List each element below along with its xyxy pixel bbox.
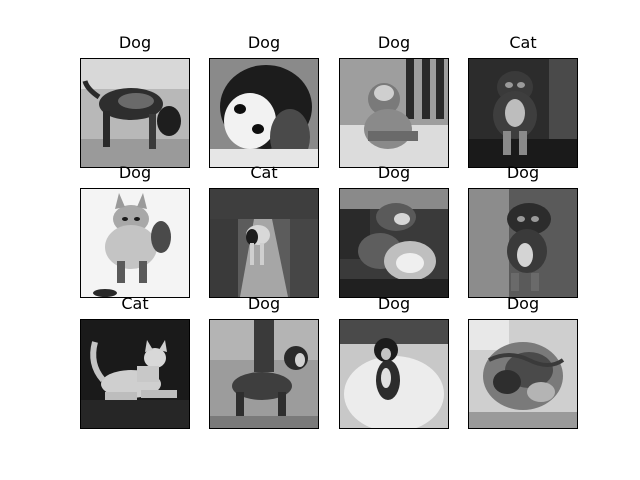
grayscale-photo [468, 58, 578, 168]
grayscale-photo [209, 58, 319, 168]
grayscale-photo [468, 319, 578, 429]
image-label: Dog [377, 163, 411, 182]
image-label: Dog [506, 163, 540, 182]
image-label: Dog [247, 294, 281, 313]
grayscale-photo [339, 188, 449, 298]
grayscale-photo [80, 319, 190, 429]
image-label: Dog [377, 33, 411, 52]
grayscale-photo [468, 188, 578, 298]
grayscale-photo [339, 58, 449, 168]
image-label: Dog [118, 33, 152, 52]
image-label: Dog [377, 294, 411, 313]
grayscale-photo [339, 319, 449, 429]
grayscale-photo [80, 58, 190, 168]
image-label: Dog [506, 294, 540, 313]
image-label: Dog [118, 163, 152, 182]
image-label: Dog [247, 33, 281, 52]
grayscale-photo [209, 188, 319, 298]
grayscale-photo [209, 319, 319, 429]
grayscale-photo [80, 188, 190, 298]
image-label: Cat [121, 294, 149, 313]
image-label: Cat [509, 33, 537, 52]
image-label: Cat [250, 163, 278, 182]
